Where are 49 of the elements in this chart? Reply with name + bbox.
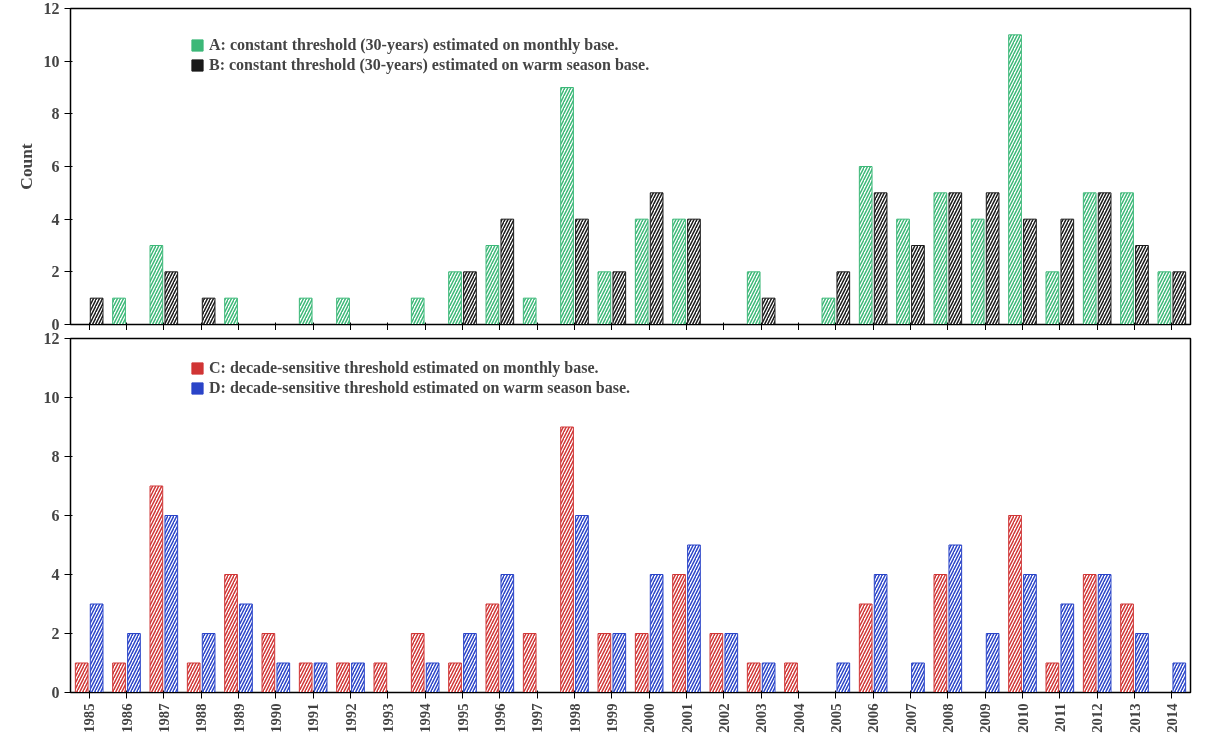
legend-label: D: decade-sensitive threshold estimated on warm season base. [209,379,631,397]
x-tick-label: 2009 [977,703,994,733]
x-tick-label: 2014 [1163,702,1180,733]
x-tick-label: 2002 [715,703,732,733]
x-tick-label: 1988 [193,703,210,733]
y-axis-title: Count [16,143,36,190]
y-tick-label: 6 [51,507,60,524]
legend-label: A: constant threshold (30-years) estimated on monthly base. [209,36,619,54]
x-tick-label: 2004 [790,702,807,733]
x-tick-label: 2012 [1089,703,1106,733]
x-tick-label: 2005 [827,703,844,733]
y-tick-label: 12 [43,0,60,17]
y-tick-label: 6 [51,158,60,175]
x-tick-label: 1985 [81,703,98,733]
x-tick-label: 2003 [753,703,770,733]
y-tick-label: 8 [51,105,60,123]
y-tick-label: 0 [51,316,60,333]
x-tick-label: 1997 [529,703,546,733]
x-tick-label: 1999 [603,703,620,733]
x-tick-label: 2008 [939,703,956,733]
x-tick-label: 1987 [155,703,172,733]
x-tick-label: 1992 [342,703,359,733]
x-tick-label: 1990 [267,703,284,733]
x-tick-label: 1998 [566,703,583,733]
y-tick-label: 4 [51,566,60,583]
y-tick-label: 2 [51,263,60,281]
x-tick-label: 2007 [902,703,919,733]
x-tick-label: 1994 [417,702,434,733]
x-tick-label: 2006 [865,703,882,733]
x-tick-label: 1991 [305,703,322,733]
y-tick-label: 2 [51,625,60,642]
x-tick-label: 1989 [230,703,247,733]
x-tick-label: 2013 [1126,703,1143,733]
x-tick-label: 1986 [118,703,135,733]
y-tick-label: 8 [51,448,60,465]
y-tick-label: 12 [43,330,60,347]
x-tick-label: 2000 [641,703,658,733]
legend-label: C: decade-sensitive threshold estimated on monthly base. [209,359,599,377]
x-tick-label: 2011 [1051,703,1068,732]
y-tick-label: 4 [51,210,60,228]
x-tick-label: 2010 [1014,703,1031,733]
y-tick-label: 10 [43,389,60,406]
y-tick-label: 0 [51,684,60,701]
legend-label: B: constant threshold (30-years) estimated on warm season base. [209,56,650,74]
x-tick-label: 1995 [454,703,471,733]
x-tick-label: 1996 [491,703,508,733]
x-tick-label: 1993 [379,703,396,733]
x-tick-label: 2001 [678,703,695,733]
y-tick-label: 10 [43,52,60,70]
